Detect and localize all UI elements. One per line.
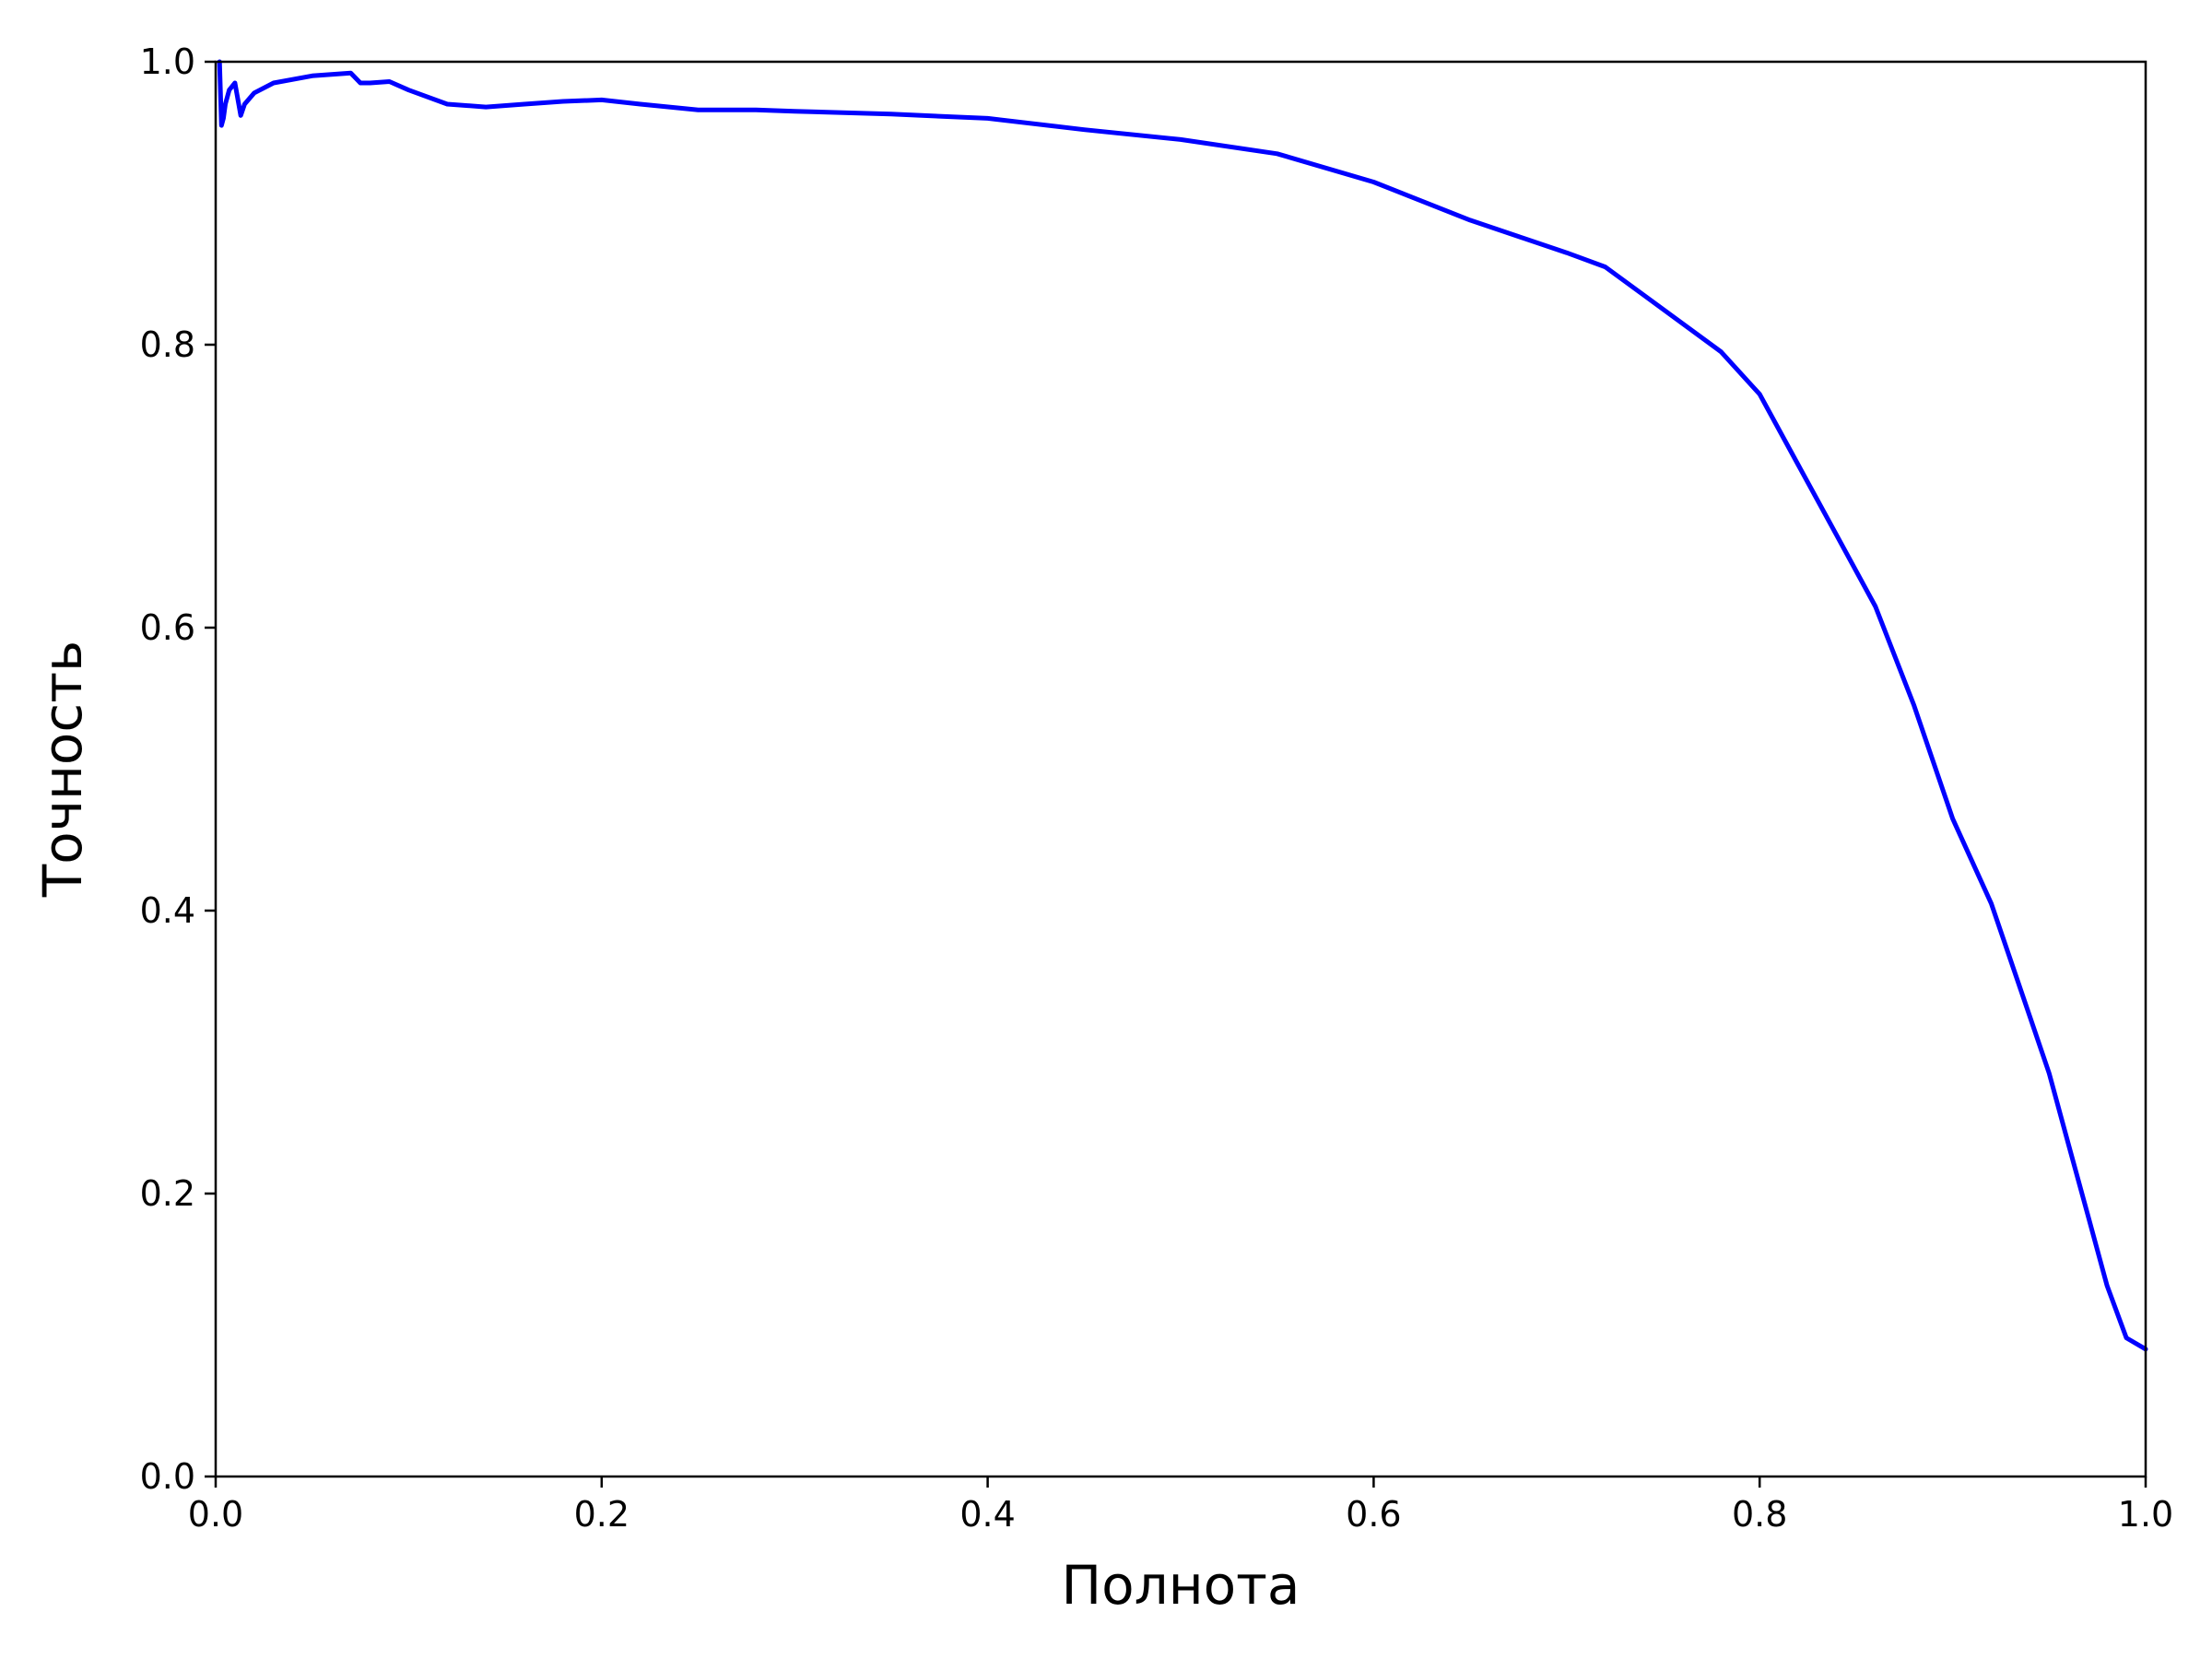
x-axis-label: Полнота bbox=[1062, 1554, 1300, 1617]
x-tick-label: 0.6 bbox=[1346, 1494, 1401, 1535]
plot-series bbox=[217, 59, 2148, 1352]
plot-frame bbox=[214, 60, 2147, 1478]
y-tick-label: 0.0 bbox=[140, 1456, 195, 1497]
x-tick-label: 0.8 bbox=[1732, 1494, 1787, 1535]
x-tick-label: 0.0 bbox=[188, 1494, 243, 1535]
axis-ticks: 0.0 0.2 0.4 0.6 0.8 1.0 0.0 0.2 0.4 0.6 0.8 1.0 bbox=[140, 41, 2174, 1535]
y-tick-label: 0.2 bbox=[140, 1173, 195, 1214]
y-tick-label: 1.0 bbox=[140, 41, 195, 82]
y-tick-label: 0.8 bbox=[140, 324, 195, 365]
x-tick-label: 0.2 bbox=[574, 1494, 629, 1535]
x-tick-label: 0.4 bbox=[959, 1494, 1015, 1535]
y-axis-label: Точность bbox=[31, 641, 94, 898]
precision-recall-curve bbox=[217, 59, 2148, 1352]
y-tick-label: 0.6 bbox=[140, 607, 195, 648]
x-tick-label: 1.0 bbox=[2118, 1494, 2173, 1535]
y-tick-label: 0.4 bbox=[140, 890, 195, 931]
